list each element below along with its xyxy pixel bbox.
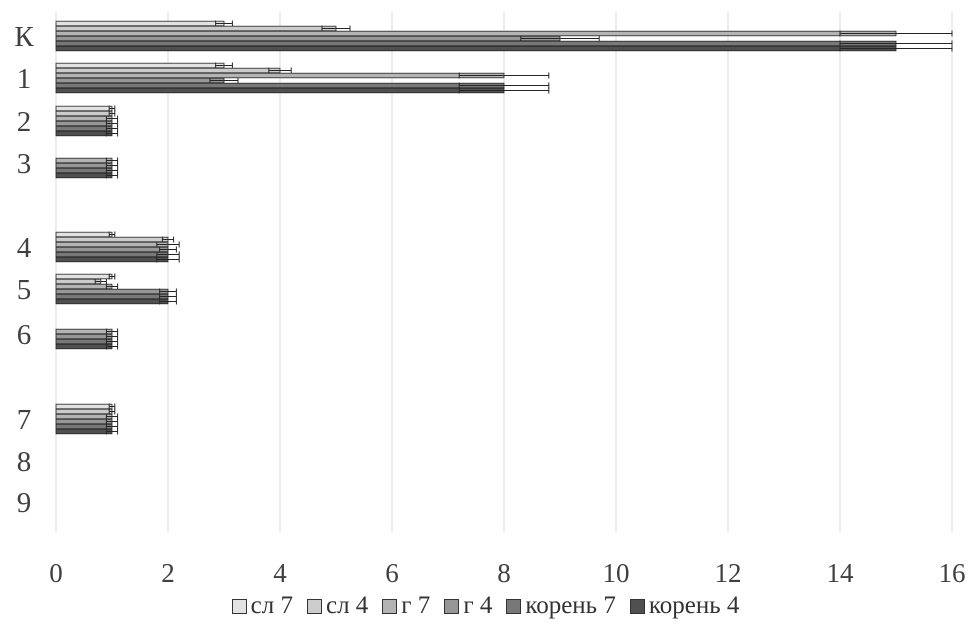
legend-swatch <box>306 598 322 614</box>
y-tick-label: 9 <box>17 487 32 519</box>
legend-label: корень 4 <box>648 592 740 619</box>
bar <box>55 283 113 290</box>
bar <box>55 231 113 238</box>
bar <box>55 167 113 174</box>
bar <box>55 82 505 89</box>
bar <box>55 110 113 117</box>
x-tick-labels: 0 2 4 6 8 10 12 14 16 <box>49 558 965 588</box>
bar <box>55 40 897 47</box>
x-tick-label: 2 <box>161 558 175 588</box>
x-tick-label: 12 <box>715 558 742 588</box>
bar <box>55 105 113 112</box>
y-tick-label: 6 <box>17 319 32 351</box>
bar <box>55 251 169 258</box>
x-tick-label: 6 <box>385 558 399 588</box>
bar <box>55 333 113 340</box>
x-tick-label: 0 <box>49 558 63 588</box>
legend: сл 7 сл 4 г 7 г 4 корень 7 корень 4 <box>0 592 971 620</box>
y-tick-label: 7 <box>17 404 32 436</box>
bar <box>55 87 505 94</box>
bar <box>55 328 113 335</box>
bars <box>55 20 953 435</box>
bar <box>55 115 113 122</box>
bar <box>55 236 169 243</box>
bar <box>55 418 113 425</box>
bar <box>55 157 113 164</box>
bar <box>55 72 505 79</box>
bar <box>55 30 897 37</box>
legend-label: сл 7 <box>250 592 293 619</box>
bar <box>55 288 169 295</box>
y-tick-label: 3 <box>17 148 32 180</box>
y-tick-label: К <box>14 21 34 53</box>
legend-swatch <box>506 598 522 614</box>
legend-swatch <box>382 598 398 614</box>
bar <box>55 428 113 435</box>
y-tick-label: 4 <box>17 232 32 264</box>
bar <box>55 256 169 263</box>
y-tick-labels: К 1 2 3 4 5 6 7 8 9 <box>14 21 34 519</box>
legend-item: г 7 <box>382 592 430 620</box>
bar <box>55 77 225 84</box>
legend-swatch <box>629 598 645 614</box>
bar <box>55 293 169 300</box>
y-tick-label: 1 <box>17 63 32 95</box>
bar <box>55 343 113 350</box>
x-tick-label: 14 <box>827 558 855 588</box>
legend-label: г 4 <box>463 592 493 619</box>
legend-item: сл 7 <box>231 592 293 620</box>
bar <box>55 130 113 137</box>
bar <box>55 278 102 285</box>
bar <box>55 125 113 132</box>
gridlines <box>55 12 953 532</box>
x-tick-label: 16 <box>939 558 966 588</box>
bar <box>55 246 169 253</box>
legend-item: г 4 <box>444 592 492 620</box>
bar <box>55 273 113 280</box>
bar <box>55 241 169 248</box>
bar <box>55 25 337 32</box>
bar <box>55 338 113 345</box>
legend-item: корень 4 <box>629 592 740 620</box>
y-tick-label: 8 <box>17 446 32 478</box>
bar <box>55 120 113 127</box>
bar <box>55 298 169 305</box>
bar <box>55 67 281 74</box>
x-tick-label: 8 <box>497 558 511 588</box>
legend-label: сл 4 <box>325 592 369 619</box>
bar <box>55 408 113 415</box>
bar <box>55 413 113 420</box>
bar <box>55 45 897 52</box>
legend-label: корень 7 <box>525 592 616 619</box>
bar <box>55 423 113 430</box>
x-tick-label: 4 <box>273 558 287 588</box>
legend-swatch <box>444 598 460 614</box>
bar <box>55 162 113 169</box>
legend-item: сл 4 <box>306 592 369 620</box>
bar <box>55 35 561 42</box>
legend-swatch <box>231 598 247 614</box>
bar <box>55 403 113 410</box>
bar <box>55 62 225 69</box>
bar <box>55 20 225 27</box>
x-tick-label: 10 <box>603 558 630 588</box>
bar <box>55 172 113 179</box>
y-tick-label: 2 <box>17 106 32 138</box>
legend-item: корень 7 <box>506 592 616 620</box>
legend-label: г 7 <box>401 592 431 619</box>
y-tick-label: 5 <box>17 274 32 306</box>
